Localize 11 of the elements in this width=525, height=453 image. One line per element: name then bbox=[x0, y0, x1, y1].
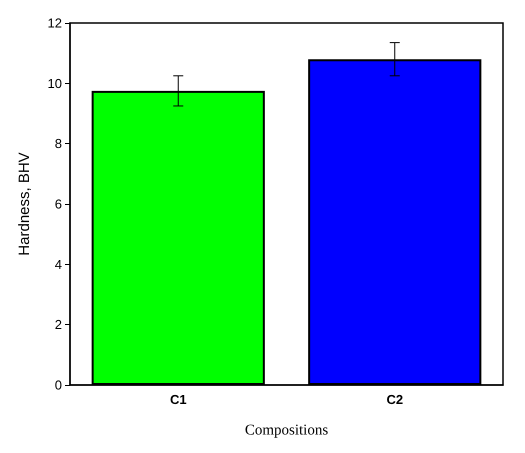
y-tick-label: 6 bbox=[54, 196, 62, 212]
y-tick-label: 4 bbox=[54, 256, 62, 272]
x-tick-label: C1 bbox=[170, 392, 187, 407]
y-tick-label: 8 bbox=[54, 136, 62, 152]
x-axis-title: Compositions bbox=[244, 422, 328, 438]
y-tick-label: 2 bbox=[54, 317, 62, 332]
y-axis-title: Hardness, BHV bbox=[16, 152, 33, 256]
y-tick-label: 0 bbox=[54, 378, 62, 392]
y-tick-label: 12 bbox=[48, 16, 62, 30]
x-tick-label: C2 bbox=[386, 392, 404, 407]
y-tick-label: 10 bbox=[48, 76, 62, 91]
